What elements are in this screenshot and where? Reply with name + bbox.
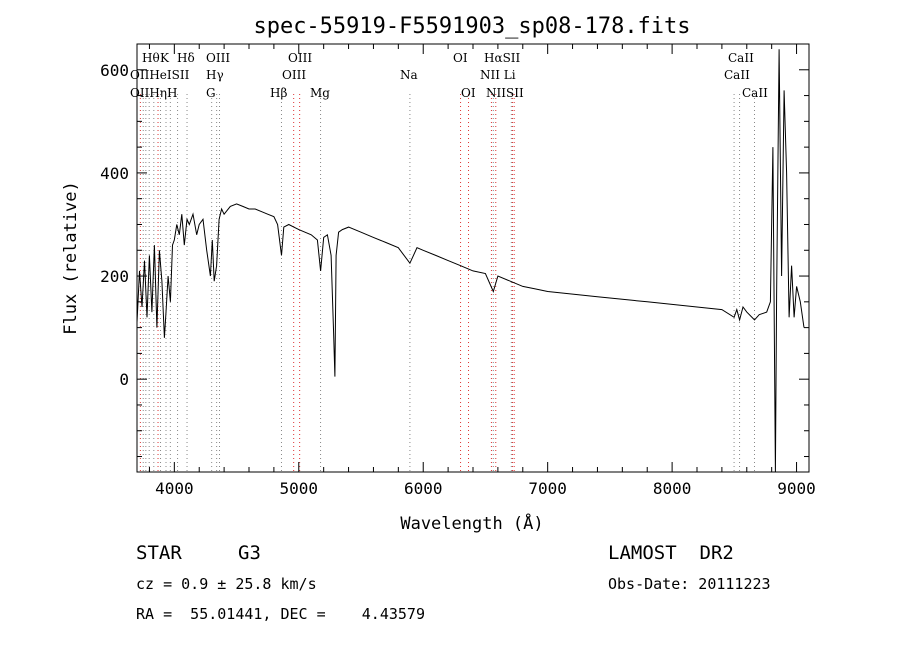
line-label: Mg (310, 86, 330, 100)
line-label: Na (400, 68, 418, 82)
y-tick-label: 0 (119, 370, 129, 389)
coordinates-readout: RA = 55.01441, DEC = 4.43579 (136, 605, 425, 623)
line-label: OIII (288, 51, 312, 65)
redshift-readout: cz = 0.9 ± 25.8 km/s (136, 575, 317, 593)
x-tick-label: 8000 (653, 479, 692, 498)
y-tick-label: 600 (100, 61, 129, 80)
x-tick-label: 7000 (528, 479, 567, 498)
x-tick-label: 4000 (155, 479, 194, 498)
line-label: NII Li (480, 68, 516, 82)
line-label: Hδ (177, 51, 195, 65)
observation-date: Obs-Date: 20111223 (608, 575, 771, 593)
chart-title: spec-55919-F5591903_sp08-178.fits (253, 14, 690, 39)
line-label: OIIHηH (130, 86, 177, 100)
x-axis-label: Wavelength (Å) (400, 512, 543, 534)
line-label: OI (453, 51, 468, 65)
emission-line-markers (139, 94, 755, 472)
line-label: OIII (282, 68, 306, 82)
y-axis-label: Flux (relative) (61, 181, 81, 335)
plot-frame (136, 43, 810, 473)
object-class: STAR (136, 542, 182, 564)
x-tick-label: 6000 (404, 479, 443, 498)
line-label: NIISII (486, 86, 524, 100)
line-label: G (206, 86, 216, 100)
y-axis: 0 200 400 600 (100, 43, 809, 458)
line-label: OIIHeISII (130, 68, 190, 82)
line-label: Hθ (142, 51, 160, 65)
line-label: CaII (728, 51, 754, 65)
object-subclass: G3 (238, 542, 261, 564)
y-tick-label: 200 (100, 267, 129, 286)
spectrum-series-line (136, 49, 805, 473)
y-tick-label: 400 (100, 164, 129, 183)
line-label: CaII (742, 86, 768, 100)
line-label: Hγ (206, 68, 224, 82)
x-tick-label: 5000 (280, 479, 319, 498)
x-tick-label: 9000 (777, 479, 816, 498)
line-label: OIII (206, 51, 230, 65)
survey-name: LAMOST DR2 (608, 542, 734, 564)
line-label: CaII (724, 68, 750, 82)
emission-line-labels: Hθ K Hδ OIII OIII OI HαSII CaII OIIHeISII Hγ OIII N… (130, 51, 768, 100)
x-axis: 4000 5000 6000 7000 8000 9000 (148, 44, 816, 498)
line-label: K (160, 51, 170, 65)
line-label: OI (461, 86, 476, 100)
line-label: Hβ (270, 86, 287, 100)
line-label: HαSII (484, 51, 521, 65)
